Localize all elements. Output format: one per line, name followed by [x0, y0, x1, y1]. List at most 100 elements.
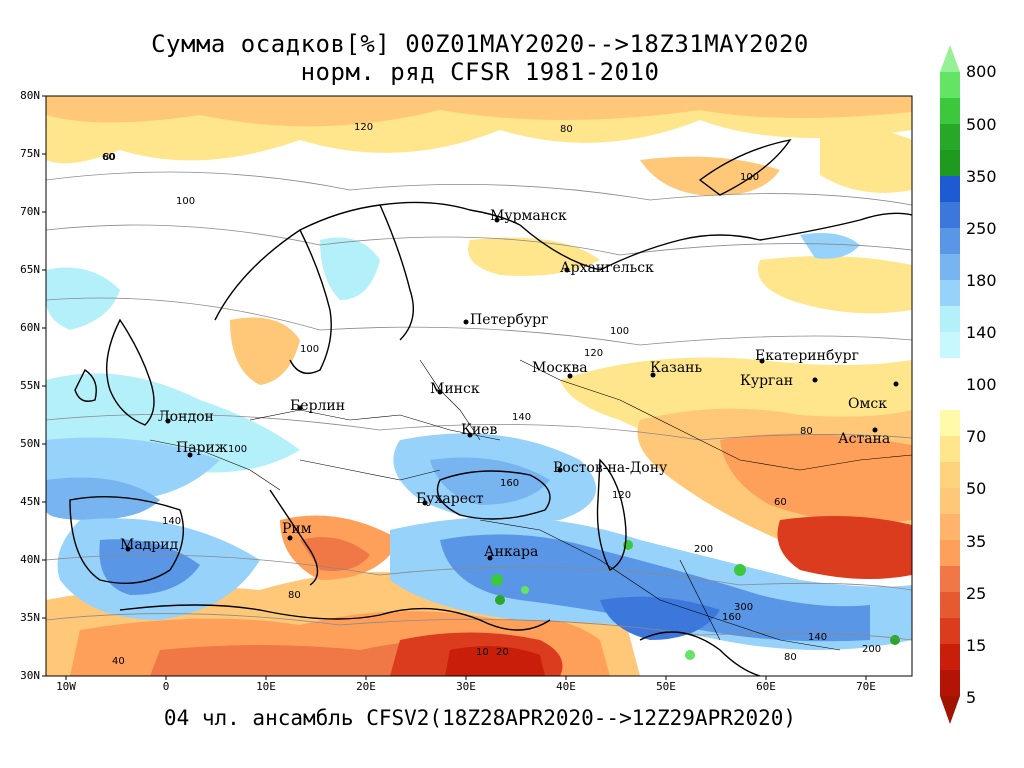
lon-label: 20E — [356, 680, 376, 693]
city-label: Казань — [650, 360, 702, 376]
city-dot-london — [165, 418, 171, 424]
contour-label: 80 — [784, 652, 797, 663]
lon-label: 40E — [556, 680, 576, 693]
colorbar-label: 800 — [966, 62, 997, 81]
lat-label: 35N — [20, 611, 40, 624]
city-label: Мурманск — [490, 208, 567, 224]
lon-label: 0 — [162, 680, 170, 693]
contour-label: 60 — [102, 152, 115, 163]
city-dot-rostov — [557, 467, 563, 473]
city-dot-bucharest — [422, 500, 428, 506]
city-label: Омск — [848, 396, 887, 412]
contour-label: 80 — [560, 124, 573, 135]
city-dot-ankara — [487, 555, 493, 561]
lat-label: 60N — [20, 321, 40, 334]
lon-label: 60E — [756, 680, 776, 693]
lat-label: 50N — [20, 437, 40, 450]
colorbar-label: 5 — [966, 688, 977, 707]
city-dot-kazan — [650, 372, 656, 378]
axis-ticks — [42, 95, 867, 680]
contour-label: 80 — [288, 590, 301, 601]
contour-label: 100 — [228, 444, 247, 455]
city-label: Рим — [282, 521, 312, 537]
city-dot-ekaterinburg — [759, 358, 765, 364]
city-dot-kiev — [467, 432, 473, 438]
ensemble-footer: 04 чл. ансамбль CFSV2(18Z28APR2020-->12Z… — [163, 706, 797, 730]
city-label: Ростов-на-Дону — [553, 460, 668, 476]
lat-label: 80N — [20, 89, 40, 102]
contour-label: 10 — [476, 647, 489, 658]
city-dot-omsk — [893, 381, 899, 387]
contour-label: 120 — [612, 490, 631, 501]
city-dot-arkhangelsk — [564, 267, 570, 273]
city-label: Екатеринбург — [755, 348, 859, 364]
city-label: Киев — [461, 422, 497, 438]
colorbar-label: 500 — [966, 115, 997, 134]
contour-label: 60 — [774, 497, 787, 508]
city-dot-minsk — [437, 389, 443, 395]
contour-label: 20 — [496, 647, 509, 658]
contour-label: 40 — [112, 656, 125, 667]
city-label: Анкара — [484, 544, 538, 560]
city-label: Курган — [740, 373, 793, 389]
lat-label: 75N — [20, 147, 40, 160]
lat-label: 30N — [20, 669, 40, 682]
contour-label: 80 — [103, 152, 116, 163]
contour-label: 100 — [176, 196, 195, 207]
city-dot-petersburg — [463, 319, 469, 325]
city-dot-astana — [872, 427, 878, 433]
contour-label: 140 — [808, 632, 827, 643]
city-markers: Мурманск Архангельск Петербург Москва Ка… — [120, 208, 899, 561]
colorbar-top-arrow — [940, 45, 960, 72]
city-dot-paris — [187, 452, 193, 458]
contour-label: 100 — [610, 326, 629, 337]
city-label: Минск — [430, 381, 480, 397]
city-dot-moscow — [567, 373, 573, 379]
lat-label: 70N — [20, 205, 40, 218]
map-title-line1: Сумма осадков[%] 00Z01MAY2020-->18Z31MAY… — [151, 30, 809, 58]
colorbar — [940, 45, 960, 724]
lon-label: 10W — [56, 680, 76, 693]
city-dot-murmansk — [494, 217, 500, 223]
colorbar-bottom-arrow — [940, 696, 960, 724]
contour-label: 120 — [354, 122, 373, 133]
contour-label: 80 — [800, 426, 813, 437]
contour-label: 140 — [162, 516, 181, 527]
lat-label: 40N — [20, 553, 40, 566]
colorbar-label: 100 — [966, 375, 997, 394]
city-label: Берлин — [290, 398, 345, 414]
contour-label: 300 — [734, 602, 753, 613]
city-label: Архангельск — [560, 260, 654, 276]
map-title-line2: норм. ряд CFSR 1981-2010 — [300, 58, 660, 86]
colorbar-label: 35 — [966, 532, 987, 551]
contour-label: 200 — [694, 544, 713, 555]
lon-label: 30E — [456, 680, 476, 693]
contour-label: 120 — [584, 348, 603, 359]
lat-label: 65N — [20, 263, 40, 276]
colorbar-label: 25 — [966, 584, 987, 603]
colorbar-label: 250 — [966, 219, 997, 238]
city-label: Бухарест — [416, 491, 484, 507]
lat-label: 45N — [20, 495, 40, 508]
city-dot-madrid — [125, 546, 131, 552]
city-label: Париж — [176, 440, 228, 456]
city-label: Петербург — [470, 312, 548, 328]
colorbar-label: 180 — [966, 271, 997, 290]
colorbar-label: 140 — [966, 323, 997, 342]
contour-label: 160 — [722, 612, 741, 623]
contour-label: 160 — [500, 478, 519, 489]
lon-label: 50E — [656, 680, 676, 693]
colorbar-label: 50 — [966, 479, 987, 498]
lat-label: 55N — [20, 379, 40, 392]
contour-labels: 80 60 100 120 100 80 100 80 100 120 140 … — [102, 122, 881, 667]
city-label: Астана — [838, 431, 890, 447]
colorbar-label: 15 — [966, 636, 987, 655]
city-dot-berlin — [297, 405, 303, 411]
contour-label: 100 — [300, 344, 319, 355]
colorbar-label: 350 — [966, 167, 997, 186]
city-dot-kurgan — [812, 377, 818, 383]
city-label: Москва — [532, 360, 588, 376]
precipitation-field — [46, 96, 912, 676]
lon-label: 70E — [856, 680, 876, 693]
colorbar-label: 70 — [966, 427, 987, 446]
